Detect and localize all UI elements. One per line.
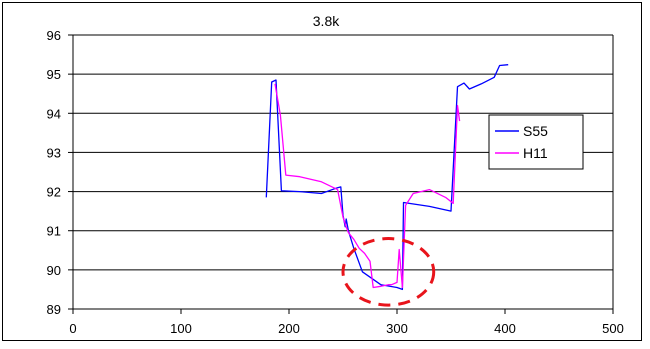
- y-tick-label: 89: [47, 302, 61, 317]
- axes: [72, 35, 614, 310]
- chart-title: 3.8k: [313, 13, 340, 29]
- x-tick-label: 500: [602, 321, 624, 336]
- x-axis-ticks: 0 100 200 300 400 500: [69, 309, 624, 336]
- x-tick-label: 100: [170, 321, 192, 336]
- series-line-s55: [265, 64, 509, 291]
- y-axis-ticks: 89 90 91 92 93 94 95 96: [47, 28, 73, 317]
- legend-box: [488, 114, 584, 170]
- annotations: [341, 237, 436, 307]
- x-tick-label: 0: [69, 321, 76, 336]
- highlight-dashed-ellipse: [341, 237, 436, 307]
- series-group: [265, 64, 509, 291]
- x-tick-label: 300: [386, 321, 408, 336]
- y-tick-label: 91: [47, 224, 61, 239]
- y-tick-label: 95: [47, 67, 61, 82]
- y-tick-label: 92: [47, 185, 61, 200]
- x-tick-label: 200: [278, 321, 300, 336]
- series-line-h11: [274, 83, 461, 289]
- legend-label: S55: [523, 123, 548, 139]
- y-tick-label: 94: [47, 106, 61, 121]
- y-tick-label: 93: [47, 145, 61, 160]
- x-tick-label: 400: [494, 321, 516, 336]
- y-tick-label: 96: [47, 28, 61, 43]
- y-tick-label: 90: [47, 263, 61, 278]
- legend-label: H11: [523, 145, 548, 161]
- chart-frame: [2, 2, 642, 341]
